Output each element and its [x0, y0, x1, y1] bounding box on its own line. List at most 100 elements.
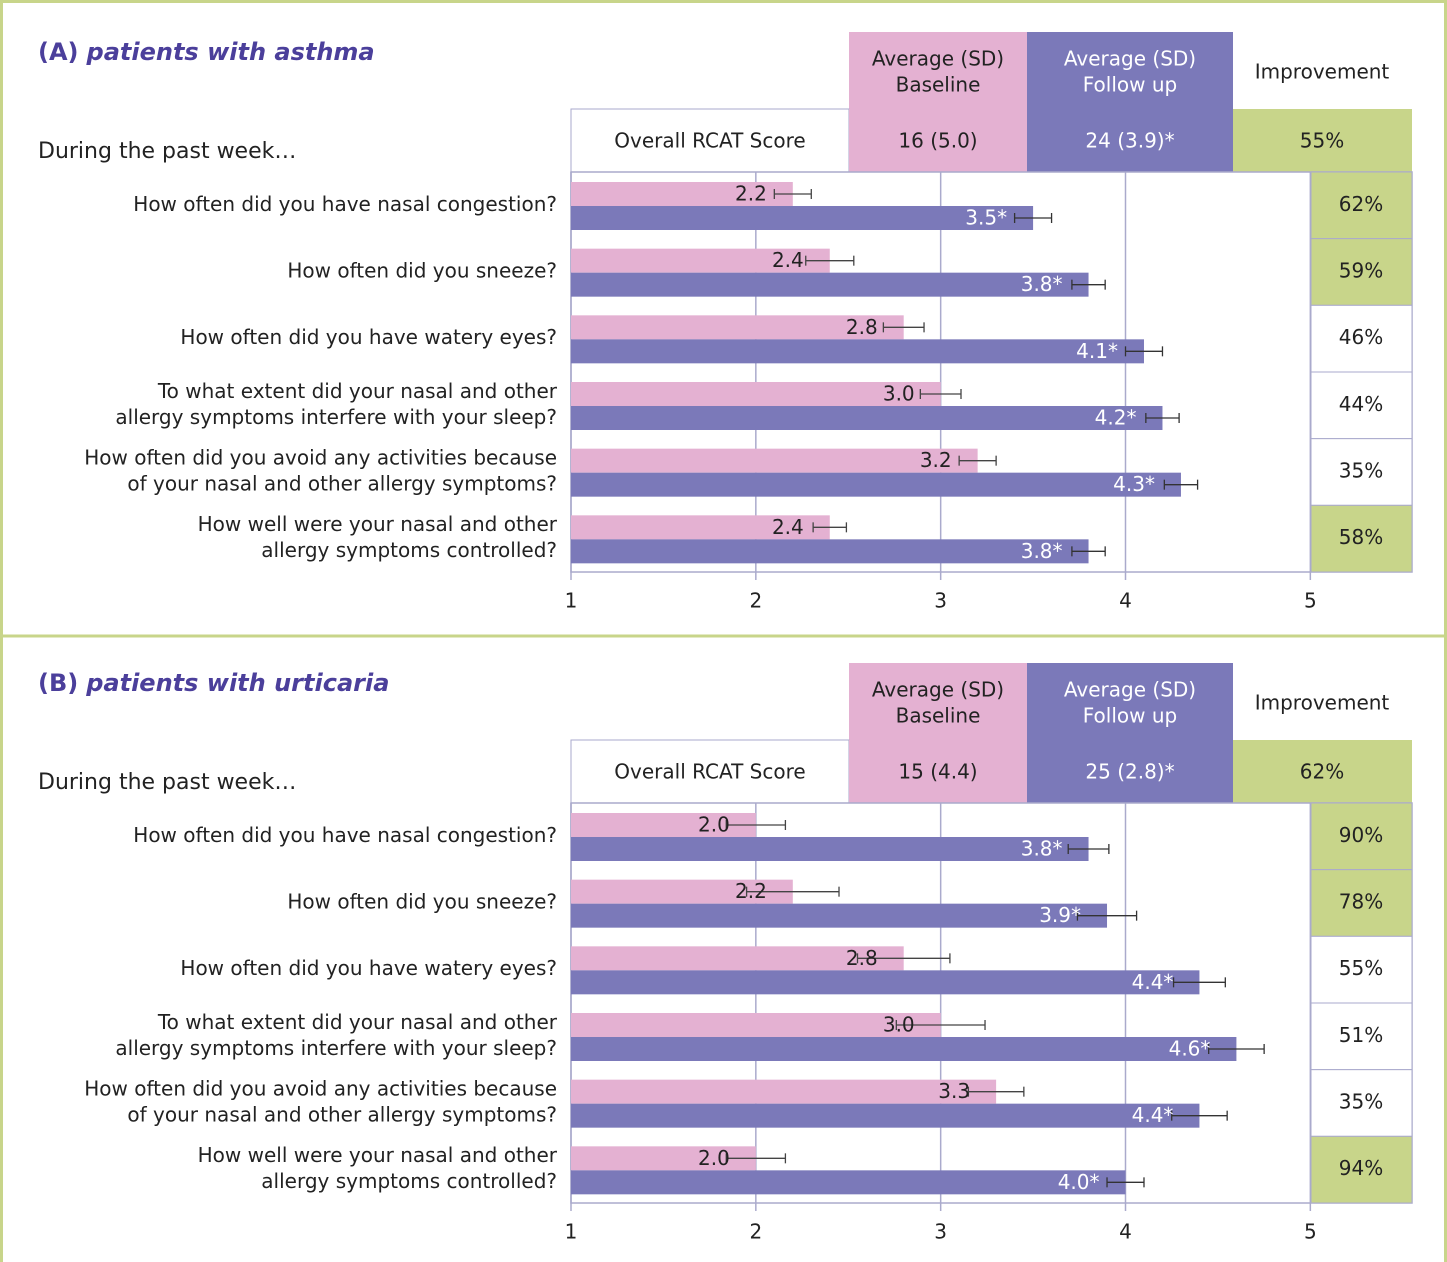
improvement-value: 35%: [1339, 459, 1383, 483]
improvement-value: 55%: [1339, 956, 1383, 980]
header-cell: [849, 740, 1027, 803]
improvement-value: 46%: [1339, 325, 1383, 349]
category-label: How often did you avoid any activities b…: [84, 446, 557, 470]
x-tick-label: 2: [749, 1220, 762, 1244]
title: patients with asthma: [86, 38, 375, 66]
header-cell: [570, 108, 850, 173]
header-cell: [849, 32, 1027, 109]
panel-title: (A) patients with asthma: [38, 38, 375, 66]
x-tick-label: 3: [934, 589, 947, 613]
category-label: How well were your nasal and other: [198, 512, 558, 536]
x-tick-label: 2: [749, 589, 762, 613]
row-label: During the past week…: [38, 770, 296, 795]
improvement-value: 78%: [1339, 890, 1383, 914]
bar: [571, 1037, 1237, 1061]
bar: [571, 406, 1163, 430]
bar: [571, 515, 830, 540]
category-label: of your nasal and other allergy symptoms…: [127, 1103, 557, 1127]
header-cell: [1027, 740, 1233, 803]
value-label: 3.8*: [1021, 837, 1063, 861]
improvement-value: 44%: [1339, 392, 1383, 416]
header-label: Baseline: [896, 704, 981, 728]
category-label: allergy symptoms controlled?: [261, 1169, 557, 1193]
value-label: 4.4*: [1132, 970, 1174, 994]
summary-label: Overall RCAT Score: [614, 760, 805, 784]
improvement-value: 35%: [1339, 1090, 1383, 1114]
value-label: 3.2: [920, 448, 952, 472]
category-label: allergy symptoms interfere with your sle…: [115, 405, 557, 429]
improvement-cell: [1310, 1135, 1413, 1204]
category-label: allergy symptoms interfere with your sle…: [115, 1036, 557, 1060]
value-label: 3.3: [938, 1079, 970, 1103]
value-label: 4.1*: [1076, 339, 1118, 363]
bar: [571, 539, 1089, 564]
value-label: 3.9*: [1039, 903, 1081, 927]
header-cell: [1027, 109, 1233, 172]
value-label: 3.0: [883, 1013, 915, 1037]
improvement-value: 51%: [1339, 1023, 1383, 1047]
header-label: Average (SD): [1064, 678, 1196, 702]
bar: [571, 970, 1200, 995]
header-label: Follow up: [1083, 73, 1177, 97]
category-label: of your nasal and other allergy symptoms…: [127, 472, 557, 496]
header-label: Baseline: [896, 73, 981, 97]
improvement-value: 58%: [1339, 525, 1383, 549]
value-label: 2.0: [698, 813, 730, 837]
value-label: 2.8: [846, 315, 878, 339]
value-label: 4.6*: [1169, 1037, 1211, 1061]
improvement-cell: [1310, 171, 1413, 240]
summary-value: 16 (5.0): [898, 129, 977, 153]
value-label: 3.5*: [965, 206, 1007, 230]
value-label: 4.2*: [1095, 406, 1137, 430]
plot-frame: [570, 171, 1413, 573]
category-label: allergy symptoms controlled?: [261, 538, 557, 562]
category-label: How often did you have nasal congestion?: [133, 823, 557, 847]
x-tick-label: 5: [1304, 1220, 1317, 1244]
improvement-value: 90%: [1339, 823, 1383, 847]
header-cell: [1233, 109, 1412, 172]
x-tick-label: 5: [1304, 589, 1317, 613]
category-label: How often did you sneeze?: [287, 259, 557, 283]
summary-value: 25 (2.8)*: [1085, 760, 1174, 784]
bar: [571, 1013, 941, 1037]
header-label: Average (SD): [872, 47, 1004, 71]
header-label: Improvement: [1255, 60, 1390, 84]
summary-value: 24 (3.9)*: [1085, 129, 1174, 153]
bar: [571, 1170, 1126, 1195]
value-label: 2.2: [735, 182, 767, 206]
header-label: Follow up: [1083, 704, 1177, 728]
improvement-cell: [1310, 238, 1413, 306]
header-label: Average (SD): [1064, 47, 1196, 71]
value-label: 2.2: [735, 879, 767, 903]
value-label: 4.0*: [1058, 1170, 1100, 1194]
value-label: 2.8: [846, 946, 878, 970]
header-cell: [849, 109, 1027, 172]
summary-value: 55%: [1300, 129, 1344, 153]
header-cell: [1027, 32, 1233, 109]
bar: [571, 472, 1181, 497]
improvement-value: 94%: [1339, 1156, 1383, 1180]
improvement-value: 62%: [1339, 192, 1383, 216]
value-label: 3.8*: [1021, 539, 1063, 563]
value-label: 3.0: [883, 382, 915, 406]
improvement-cell: [1310, 1002, 1413, 1071]
row-label: During the past week…: [38, 139, 296, 164]
bar: [571, 382, 941, 406]
category-label: How well were your nasal and other: [198, 1143, 558, 1167]
bar: [571, 206, 1034, 230]
x-tick-label: 1: [565, 1220, 578, 1244]
bar: [571, 315, 904, 340]
bar: [571, 1146, 756, 1171]
title-prefix: (A): [38, 38, 79, 66]
improvement-cell: [1310, 504, 1413, 573]
header-cell: [849, 663, 1027, 740]
bar: [571, 1079, 997, 1104]
x-tick-label: 1: [565, 589, 578, 613]
value-label: 4.4*: [1132, 1103, 1174, 1127]
category-label: How often did you sneeze?: [287, 890, 557, 914]
header-cell: [1027, 663, 1233, 740]
value-label: 2.4: [772, 248, 804, 272]
improvement-value: 59%: [1339, 259, 1383, 283]
